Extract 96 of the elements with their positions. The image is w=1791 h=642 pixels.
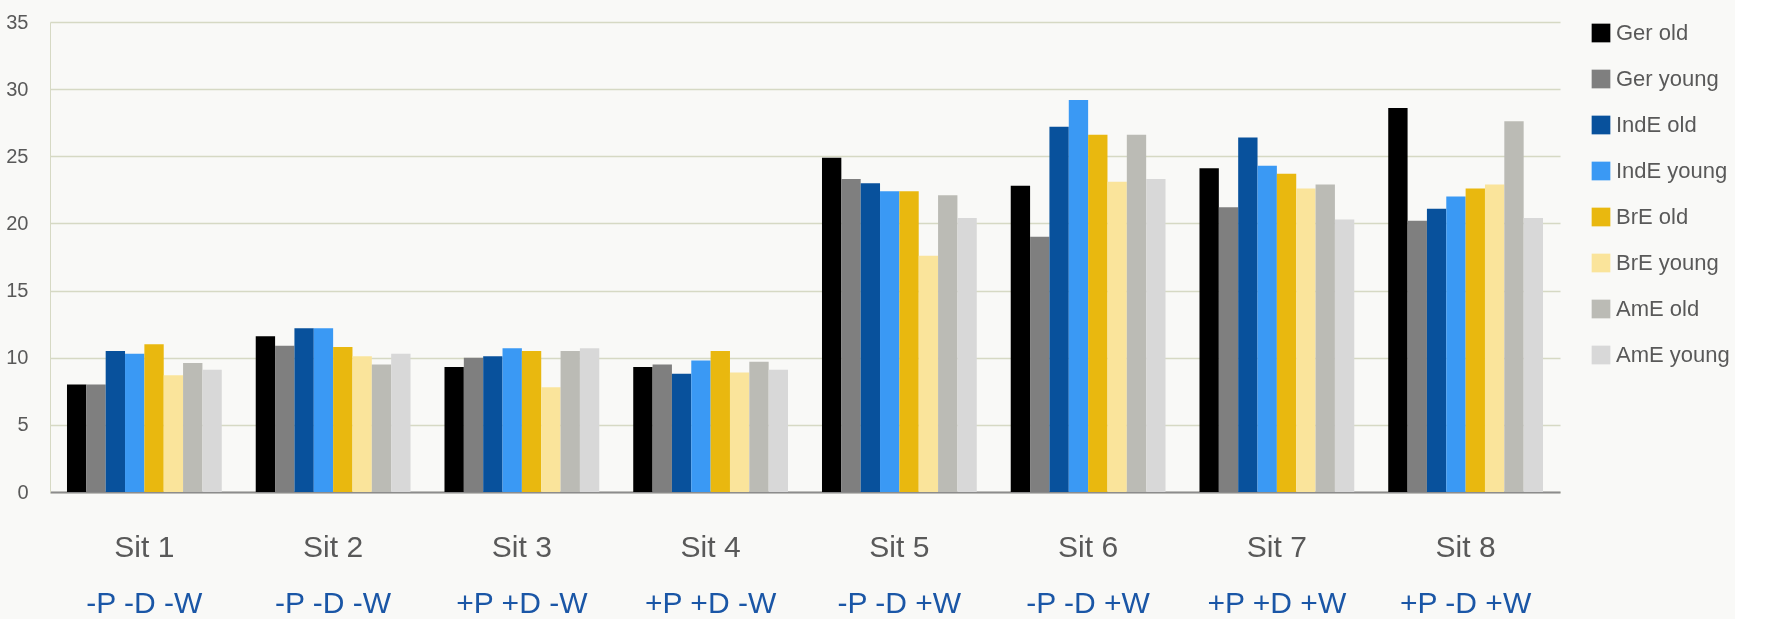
bar	[729, 372, 750, 492]
bar	[483, 356, 503, 492]
text: +P +D -W	[645, 586, 777, 619]
text: -P -D +W	[837, 586, 962, 619]
y-tick-label: 20	[6, 211, 29, 234]
legend-label: AmE old	[1616, 296, 1700, 321]
bar	[144, 344, 164, 492]
bar	[1315, 184, 1335, 492]
legend-label: Ger old	[1616, 20, 1689, 45]
bar	[938, 195, 958, 492]
bar	[125, 353, 145, 492]
x-tick-label: Sit 5	[869, 529, 930, 563]
x-tick-label: Sit 8	[1435, 529, 1496, 563]
bar	[521, 351, 542, 492]
y-tick-label: 10	[6, 346, 29, 369]
bar	[86, 384, 106, 492]
y-tick-label: 30	[6, 77, 29, 100]
bar	[1334, 219, 1355, 492]
bar	[541, 387, 561, 492]
bar	[749, 361, 769, 492]
bar	[1068, 99, 1089, 492]
x-tick-label: Sit 1	[114, 529, 175, 563]
x-tick-label: Sit 7	[1246, 529, 1307, 563]
bar	[391, 353, 411, 492]
bar	[1049, 126, 1069, 492]
bar	[1010, 185, 1031, 492]
bar	[1296, 188, 1316, 492]
bar	[502, 348, 522, 492]
bar	[860, 183, 881, 492]
text: -P -D -W	[275, 586, 392, 619]
bar	[691, 360, 711, 492]
bar	[1446, 196, 1466, 492]
bar	[633, 367, 653, 492]
bar	[66, 384, 87, 492]
bar	[275, 345, 295, 492]
bar	[1465, 188, 1485, 492]
bar	[105, 351, 126, 492]
x-tick-label: Sit 2	[303, 529, 364, 563]
legend-label: BrE old	[1616, 204, 1689, 229]
bar	[710, 351, 730, 492]
bar	[1107, 181, 1127, 492]
bar	[294, 328, 314, 492]
text: -P -D -W	[86, 586, 204, 619]
bar	[1426, 208, 1447, 492]
y-tick-label: 25	[6, 144, 29, 167]
bar	[560, 351, 580, 492]
bar	[1218, 207, 1239, 492]
legend-label: AmE young	[1616, 342, 1730, 367]
bar	[880, 191, 900, 492]
y-tick-label: 0	[17, 480, 29, 503]
text: -P -D +W	[1026, 586, 1151, 619]
bar	[255, 336, 276, 492]
bar	[1126, 134, 1147, 492]
x-tick-label: Sit 6	[1058, 529, 1119, 563]
legend-label: IndE old	[1616, 112, 1697, 137]
bar	[313, 328, 334, 492]
bar	[1484, 184, 1505, 492]
bar	[1238, 137, 1258, 492]
bar	[463, 357, 484, 492]
legend-label: Ger young	[1616, 66, 1719, 91]
bar	[163, 375, 184, 492]
bar	[444, 367, 464, 492]
bar	[768, 369, 789, 492]
legend-label: IndE young	[1616, 158, 1728, 183]
bar	[183, 363, 203, 492]
bar	[1407, 220, 1427, 492]
y-tick-label: 15	[6, 279, 29, 302]
bar	[957, 218, 977, 492]
text: +P -D +W	[1400, 586, 1532, 619]
bar	[1523, 218, 1544, 492]
bar	[333, 346, 353, 492]
bar	[1030, 236, 1050, 492]
bar	[371, 364, 392, 492]
bar	[821, 157, 842, 492]
y-tick-label: 5	[17, 413, 29, 436]
bar	[352, 356, 372, 492]
bar	[202, 369, 222, 492]
text: +P +D +W	[1207, 586, 1347, 619]
bar	[899, 191, 919, 492]
bar	[841, 179, 861, 492]
bar	[918, 255, 939, 492]
bar	[1199, 168, 1219, 492]
bar	[1504, 121, 1524, 492]
bar	[1257, 165, 1277, 492]
y-tick-label: 35	[6, 10, 29, 33]
text: +P +D -W	[456, 586, 589, 619]
legend-label: BrE young	[1616, 250, 1719, 275]
bar	[652, 364, 672, 492]
bar	[579, 348, 600, 492]
bar	[1388, 107, 1408, 492]
bar	[671, 373, 692, 492]
bar	[1088, 134, 1108, 492]
bar	[1276, 173, 1297, 492]
x-tick-label: Sit 4	[680, 529, 741, 563]
x-tick-label: Sit 3	[491, 529, 552, 563]
bar	[1146, 179, 1166, 492]
